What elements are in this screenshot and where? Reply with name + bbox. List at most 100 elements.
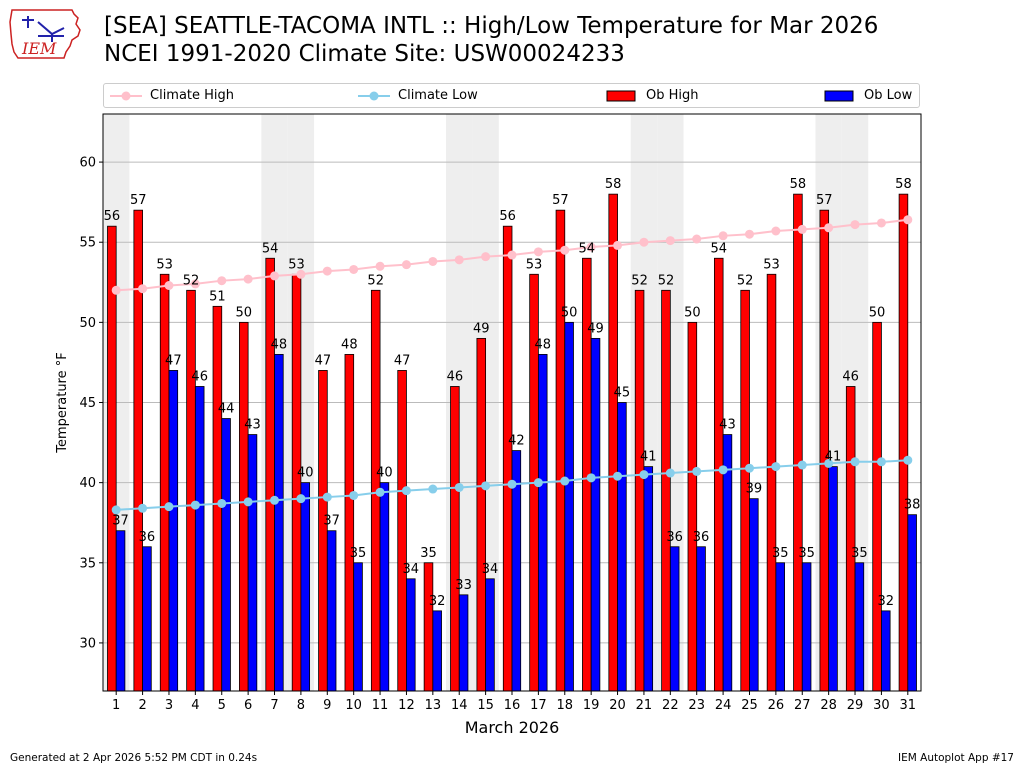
ob-high-bar: [634, 289, 645, 692]
x-tick-label: 23: [688, 698, 705, 713]
ob-high-value-label: 57: [130, 193, 147, 208]
ob-high-value-label: 50: [236, 305, 253, 320]
ob-low-value-label: 48: [534, 337, 551, 352]
ob-low-bar: [801, 562, 812, 692]
ob-low-bar: [749, 498, 759, 692]
ob-high-bar: [872, 321, 882, 692]
climate-high-point: [639, 237, 649, 247]
x-tick-label: 1: [112, 698, 120, 713]
climate-high-point: [665, 236, 675, 246]
x-tick-label: 20: [609, 698, 626, 713]
legend-ob-low-swatch: [824, 90, 854, 101]
legend-climate-high-label: Climate High: [150, 88, 235, 103]
climate-low-point: [586, 473, 596, 483]
ob-low-value-label: 35: [851, 546, 868, 561]
ob-high-bar: [766, 273, 777, 692]
climate-low-point: [349, 490, 359, 500]
ob-low-bar: [274, 354, 284, 692]
ob-high-bar: [133, 209, 143, 692]
ob-high-value-label: 57: [552, 193, 569, 208]
ob-high-value-label: 46: [842, 369, 859, 384]
legend-climate-high-swatch: [110, 91, 142, 100]
x-tick-label: 29: [847, 698, 864, 713]
climate-low-point: [401, 486, 411, 496]
climate-high-point: [401, 260, 411, 270]
climate-low-point: [375, 487, 385, 497]
climate-low-point: [797, 460, 807, 470]
ob-high-value-label: 51: [209, 289, 226, 304]
climate-low-point: [138, 503, 148, 513]
x-tick-label: 21: [636, 698, 653, 713]
ob-low-value-label: 37: [323, 514, 340, 529]
ob-low-value-label: 41: [640, 450, 657, 465]
ob-high-value-label: 52: [658, 273, 675, 288]
app-id: IEM Autoplot App #17: [898, 752, 1014, 764]
climate-high-point: [692, 234, 702, 244]
ob-high-value-label: 52: [183, 273, 200, 288]
climate-high-point: [481, 252, 491, 262]
y-tick-label: 55: [79, 236, 96, 251]
climate-high-point: [243, 274, 253, 284]
y-tick-label: 40: [79, 476, 96, 491]
ob-high-value-label: 52: [367, 273, 384, 288]
climate-low-point: [428, 484, 438, 494]
ob-low-value-label: 36: [139, 530, 156, 545]
ob-low-value-label: 40: [297, 466, 314, 481]
generated-timestamp: Generated at 2 Apr 2026 5:52 PM CDT in 0…: [10, 752, 258, 764]
ob-low-bar: [669, 546, 680, 692]
ob-high-value-label: 56: [499, 209, 516, 224]
climate-high-point: [718, 231, 728, 241]
climate-low-point: [692, 466, 702, 476]
x-tick-label: 3: [165, 698, 173, 713]
legend-climate-low-label: Climate Low: [398, 88, 478, 103]
legend-climate-low: Climate Low: [358, 84, 478, 107]
ob-high-bar: [450, 386, 460, 692]
climate-high-point: [375, 261, 385, 271]
climate-low-point: [771, 462, 781, 472]
ob-low-value-label: 32: [877, 594, 894, 609]
ob-low-bar: [881, 610, 891, 692]
ob-high-value-label: 49: [473, 321, 490, 336]
ob-high-bar: [291, 273, 302, 692]
ob-low-bar: [775, 562, 785, 692]
x-tick-label: 8: [297, 698, 305, 713]
legend-ob-low: Ob Low: [824, 84, 912, 107]
ob-high-value-label: 47: [315, 353, 332, 368]
chart-title: [SEA] SEATTLE-TACOMA INTL :: High/Low Te…: [104, 12, 878, 68]
ob-low-value-label: 43: [244, 418, 261, 433]
ob-low-value-label: 47: [165, 353, 182, 368]
climate-low-point: [243, 497, 253, 507]
climate-low-point: [296, 494, 306, 504]
ob-high-bar: [713, 257, 724, 692]
climate-high-point: [797, 224, 807, 234]
ob-high-value-label: 58: [605, 177, 622, 192]
ob-low-bar: [326, 530, 337, 692]
climate-low-point: [876, 457, 886, 467]
climate-low-point: [744, 463, 754, 473]
x-tick-label: 9: [323, 698, 331, 713]
ob-high-bar: [344, 354, 355, 692]
ob-high-value-label: 53: [288, 257, 305, 272]
x-tick-label: 11: [372, 698, 389, 713]
climate-high-point: [507, 250, 517, 260]
ob-high-value-label: 48: [341, 337, 358, 352]
climate-high-point: [771, 226, 781, 236]
ob-low-bar: [458, 594, 469, 692]
climate-low-point: [639, 470, 649, 480]
x-tick-label: 13: [425, 698, 442, 713]
climate-low-point: [533, 478, 543, 488]
ob-high-value-label: 52: [631, 273, 648, 288]
climate-low-point: [217, 498, 227, 508]
ob-low-bar: [907, 514, 917, 692]
ob-low-bar: [432, 610, 442, 692]
climate-high-point: [850, 220, 860, 230]
ob-low-bar: [353, 562, 363, 692]
climate-high-point: [164, 280, 174, 290]
ob-low-value-label: 39: [746, 482, 763, 497]
climate-low-point: [824, 458, 834, 468]
ob-low-value-label: 35: [350, 546, 367, 561]
ob-high-value-label: 56: [104, 209, 121, 224]
x-tick-label: 16: [504, 698, 521, 713]
ob-low-value-label: 34: [482, 562, 499, 577]
climate-low-point: [613, 471, 623, 481]
